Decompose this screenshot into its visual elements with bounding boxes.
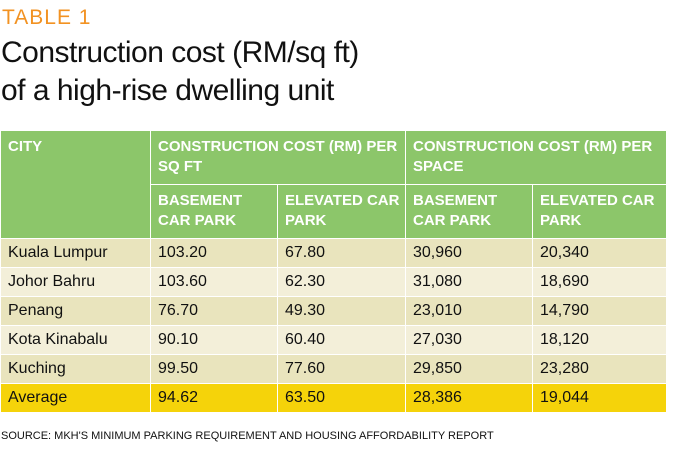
value-cell: 76.70 xyxy=(150,296,278,326)
city-cell: Johor Bahru xyxy=(0,267,151,297)
header-basement: BASEMENT CAR PARK xyxy=(405,184,533,239)
source-note: SOURCE: MKH'S MINIMUM PARKING REQUIREMEN… xyxy=(1,430,494,442)
value-cell: 30,960 xyxy=(405,238,533,268)
city-cell: Kota Kinabalu xyxy=(0,325,151,355)
header-per-sqft: CONSTRUCTION COST (RM) PER SQ FT xyxy=(150,130,406,185)
value-cell: 20,340 xyxy=(532,238,667,268)
value-cell: 23,010 xyxy=(405,296,533,326)
page-title: Construction cost (RM/sq ft) of a high-r… xyxy=(1,34,359,110)
value-cell: 49.30 xyxy=(277,296,406,326)
value-cell: 103.60 xyxy=(150,267,278,297)
header-city: CITY xyxy=(0,130,151,239)
header-elevated: ELEVATED CAR PARK xyxy=(277,184,406,239)
table-row: Penang 76.70 49.30 23,010 14,790 xyxy=(0,296,667,326)
average-row: Average 94.62 63.50 28,386 19,044 xyxy=(0,383,667,413)
city-cell: Kuala Lumpur xyxy=(0,238,151,268)
table-row: Kota Kinabalu 90.10 60.40 27,030 18,120 xyxy=(0,325,667,355)
table-row: Johor Bahru 103.60 62.30 31,080 18,690 xyxy=(0,267,667,297)
value-cell: 19,044 xyxy=(532,383,667,413)
header-basement: BASEMENT CAR PARK xyxy=(150,184,278,239)
value-cell: 27,030 xyxy=(405,325,533,355)
value-cell: 99.50 xyxy=(150,354,278,384)
value-cell: 28,386 xyxy=(405,383,533,413)
header-per-space: CONSTRUCTION COST (RM) PER SPACE xyxy=(405,130,667,185)
value-cell: 62.30 xyxy=(277,267,406,297)
value-cell: 77.60 xyxy=(277,354,406,384)
value-cell: 23,280 xyxy=(532,354,667,384)
value-cell: 90.10 xyxy=(150,325,278,355)
city-cell: Penang xyxy=(0,296,151,326)
table-row: Kuching 99.50 77.60 29,850 23,280 xyxy=(0,354,667,384)
value-cell: 60.40 xyxy=(277,325,406,355)
value-cell: 18,120 xyxy=(532,325,667,355)
value-cell: 63.50 xyxy=(277,383,406,413)
value-cell: 29,850 xyxy=(405,354,533,384)
value-cell: 94.62 xyxy=(150,383,278,413)
title-line-2: of a high-rise dwelling unit xyxy=(1,74,334,107)
header-elevated: ELEVATED CAR PARK xyxy=(532,184,667,239)
cost-table: CITY CONSTRUCTION COST (RM) PER SQ FT CO… xyxy=(0,130,667,413)
value-cell: 31,080 xyxy=(405,267,533,297)
table-row: Kuala Lumpur 103.20 67.80 30,960 20,340 xyxy=(0,238,667,268)
title-line-1: Construction cost (RM/sq ft) xyxy=(1,36,359,69)
table-label: TABLE 1 xyxy=(2,6,92,29)
value-cell: 103.20 xyxy=(150,238,278,268)
value-cell: 14,790 xyxy=(532,296,667,326)
city-cell: Average xyxy=(0,383,151,413)
value-cell: 18,690 xyxy=(532,267,667,297)
value-cell: 67.80 xyxy=(277,238,406,268)
city-cell: Kuching xyxy=(0,354,151,384)
